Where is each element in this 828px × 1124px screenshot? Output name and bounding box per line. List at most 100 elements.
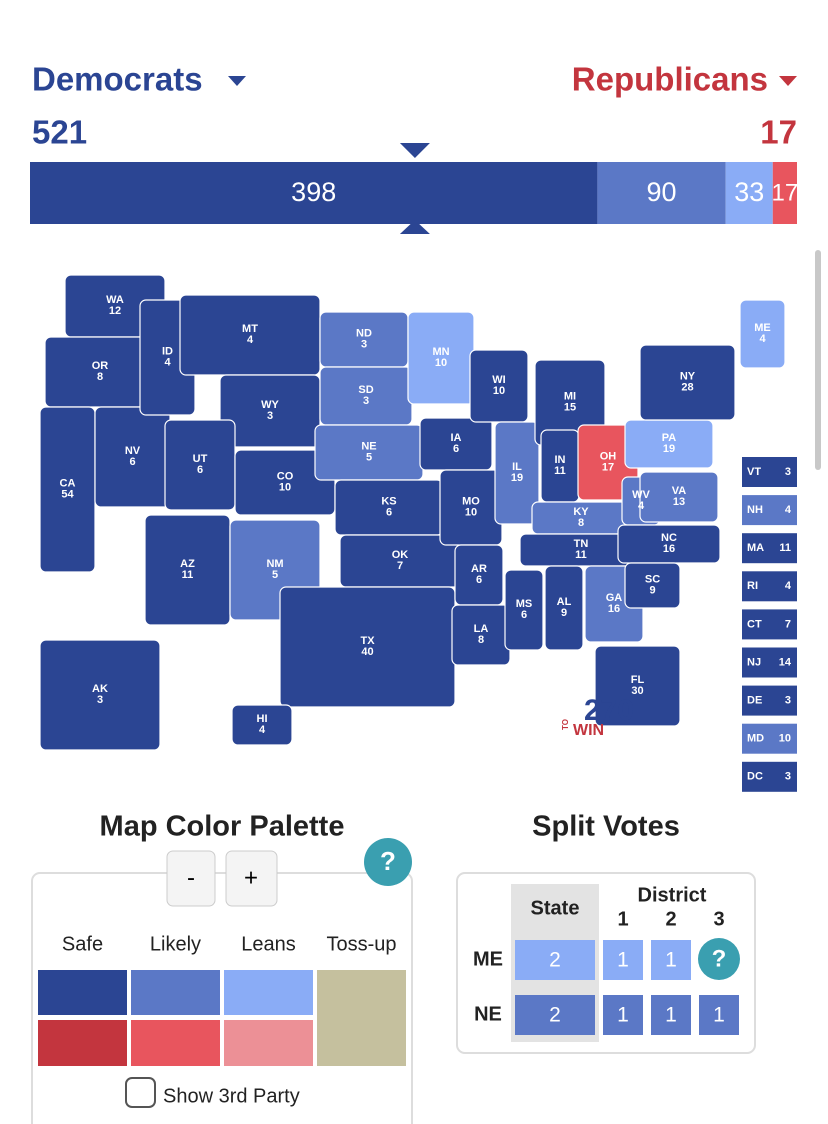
state-ev: 13 [673, 496, 685, 508]
state-ev: 5 [366, 451, 372, 463]
state-ev: 5 [272, 569, 278, 581]
dem-total: 521 [32, 114, 87, 151]
swatch[interactable] [224, 1020, 313, 1066]
state[interactable] [504, 569, 544, 651]
district-votes-label: 1 [665, 949, 677, 972]
state[interactable] [594, 645, 681, 727]
swatch[interactable] [38, 970, 127, 1015]
small-state[interactable] [742, 761, 797, 792]
palette-column: Safe [62, 933, 103, 955]
small-state[interactable] [742, 647, 797, 678]
state-abbr: WY [261, 399, 279, 411]
state-votes[interactable] [515, 940, 595, 980]
district-votes[interactable] [651, 995, 691, 1035]
state-abbr: SC [645, 573, 660, 585]
district-votes[interactable] [651, 940, 691, 980]
bar-label: 90 [647, 177, 677, 207]
help-icon[interactable] [698, 938, 740, 980]
district-votes-label: 1 [665, 1004, 677, 1027]
swatch[interactable] [317, 970, 406, 1066]
state-votes-label: 2 [549, 1004, 561, 1027]
state-abbr: NC [661, 532, 677, 544]
small-state-abbr: CT [747, 618, 762, 630]
checkbox-label[interactable]: Show 3rd Party [163, 1085, 300, 1107]
dem-caret[interactable] [228, 76, 246, 86]
state[interactable] [639, 344, 736, 421]
district-votes[interactable] [699, 995, 739, 1035]
palette-column: Likely [150, 933, 201, 955]
small-state[interactable] [742, 571, 797, 602]
small-state-ev: 7 [785, 618, 791, 630]
state-abbr: WA [106, 294, 124, 306]
small-state[interactable] [742, 457, 797, 487]
small-state-ev: 3 [785, 695, 791, 707]
state-abbr: WV [632, 489, 650, 501]
state-ev: 9 [561, 607, 567, 619]
state-abbr: MS [516, 598, 533, 610]
state-abbr: NE [361, 440, 376, 452]
state-ev: 11 [182, 569, 194, 581]
checkbox[interactable] [125, 1077, 156, 1108]
state[interactable] [39, 639, 161, 751]
plus-button[interactable] [225, 850, 278, 907]
state-abbr: MN [432, 346, 449, 358]
minus-button[interactable] [166, 850, 216, 907]
scrollbar [815, 250, 821, 470]
state-ev: 8 [97, 371, 103, 383]
small-state-ev: 11 [779, 542, 791, 554]
small-state-abbr: MD [747, 733, 764, 745]
state-abbr: IL [512, 461, 522, 473]
state-abbr: AR [471, 563, 487, 575]
state-votes[interactable] [515, 995, 595, 1035]
state-ev: 11 [554, 465, 566, 477]
dem-label[interactable]: Democrats [32, 61, 203, 98]
state-abbr: MI [564, 390, 576, 402]
bar-label: 398 [291, 177, 336, 207]
small-state[interactable] [742, 685, 797, 716]
state[interactable] [544, 565, 584, 651]
small-state[interactable] [742, 609, 797, 640]
state[interactable] [231, 704, 293, 746]
small-state-abbr: NH [747, 504, 763, 516]
state-ev: 3 [361, 338, 367, 350]
small-state-abbr: MA [747, 542, 764, 554]
state[interactable] [494, 421, 540, 525]
state-abbr: MT [242, 323, 258, 335]
state-abbr: NV [125, 445, 141, 457]
logo-win: WIN [573, 722, 604, 739]
help-label[interactable]: ? [712, 945, 727, 972]
help-label[interactable]: ? [380, 846, 396, 876]
state-ev: 19 [663, 443, 675, 455]
swatch[interactable] [38, 1020, 127, 1066]
district-votes[interactable] [603, 940, 643, 980]
swatch[interactable] [131, 970, 220, 1015]
ev-bar: 398 90 33 17 [30, 143, 798, 234]
state-abbr: ME [754, 322, 771, 334]
state-abbr: MO [462, 495, 480, 507]
rep-caret[interactable] [779, 76, 797, 86]
minus-label[interactable]: - [187, 864, 195, 891]
swatch[interactable] [131, 1020, 220, 1066]
state-ev: 10 [279, 481, 291, 493]
state-abbr: HI [257, 713, 268, 725]
small-state[interactable] [742, 495, 797, 526]
small-state[interactable] [742, 533, 797, 564]
state[interactable] [739, 299, 786, 369]
state-ev: 12 [109, 305, 121, 317]
state[interactable] [624, 562, 681, 609]
state-ev: 4 [259, 724, 266, 736]
help-icon[interactable] [364, 838, 412, 886]
small-state[interactable] [742, 723, 797, 754]
rep-label[interactable]: Republicans [572, 61, 768, 98]
palette-swatches: Safe Likely Leans Toss-up [38, 933, 406, 1066]
split-table: 1 2 3 ME 2 1 1 ? NE 2 1 1 1 [473, 908, 740, 1035]
state-ev: 9 [649, 584, 655, 596]
swatch[interactable] [224, 970, 313, 1015]
state[interactable] [234, 449, 336, 516]
district-votes[interactable] [603, 995, 643, 1035]
small-state-ev: 3 [785, 771, 791, 783]
row-state: NE [474, 1003, 502, 1025]
state-ev: 17 [602, 461, 614, 473]
plus-label[interactable]: + [244, 864, 258, 891]
state[interactable] [639, 471, 719, 523]
